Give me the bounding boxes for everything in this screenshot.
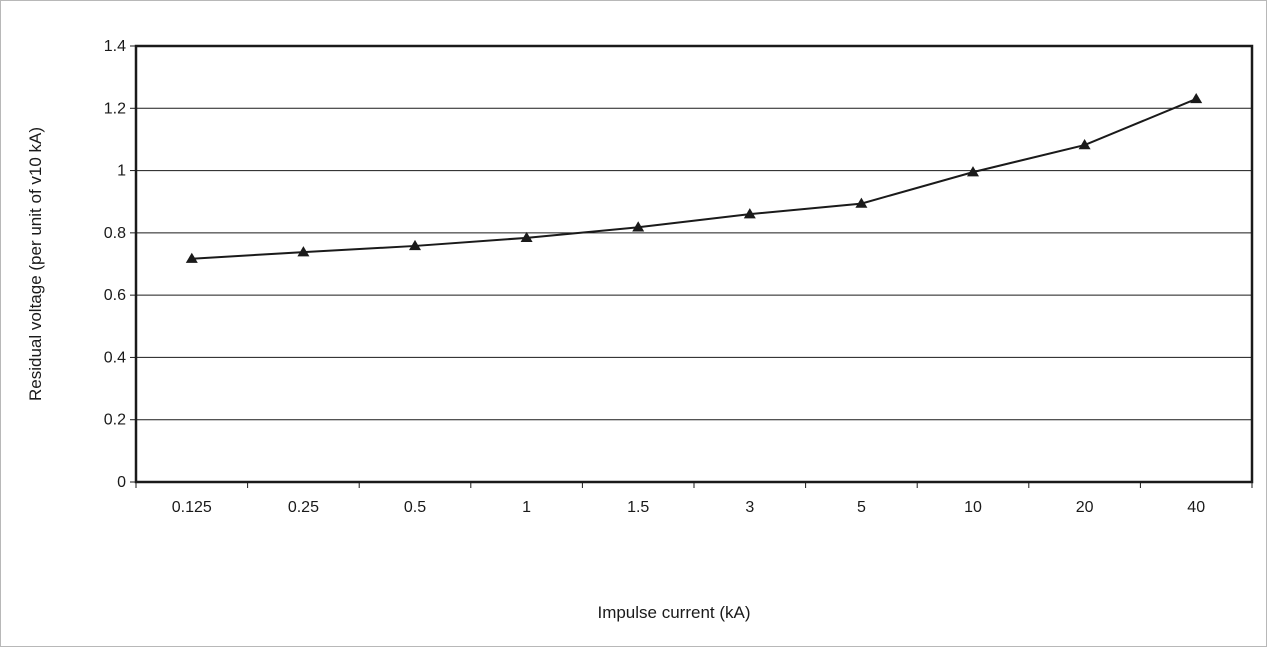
x-tick-label: 3	[745, 499, 754, 516]
y-tick-label: 0.8	[104, 225, 126, 242]
data-point-marker	[855, 197, 868, 208]
y-axis-title: Residual voltage (per unit of v10 kA)	[26, 127, 45, 401]
data-point-marker	[1078, 139, 1091, 150]
plot-area	[134, 44, 1254, 484]
x-tick-label: 0.5	[404, 499, 426, 516]
y-tick-label: 0.6	[104, 287, 126, 304]
y-axis: 0 0.2 0.4 0.6 0.8 1 1.2 1.4	[104, 38, 136, 491]
data-point-marker	[632, 221, 645, 232]
data-point-marker	[409, 239, 421, 251]
x-tick-label: 5	[857, 499, 866, 516]
data-point-marker	[1190, 92, 1203, 104]
data-point-marker	[967, 166, 979, 177]
data-point-marker	[520, 231, 533, 243]
y-tick-label: 1	[117, 163, 126, 180]
data-point-marker	[297, 246, 310, 257]
y-tick-label: 0	[117, 474, 126, 491]
x-tick-label: 40	[1187, 499, 1205, 516]
x-tick-label: 1.5	[627, 499, 649, 516]
x-axis: 0.125 0.25 0.5 1 1.5 3 5 10 20 40	[135, 482, 1253, 516]
y-tick-label: 0.4	[104, 349, 126, 366]
x-axis-title: Impulse current (kA)	[597, 603, 750, 622]
x-tick-label: 0.25	[288, 499, 319, 516]
x-tick-label: 0.125	[172, 499, 212, 516]
y-tick-label: 0.2	[104, 412, 126, 429]
x-tick-label: 1	[522, 499, 531, 516]
data-point-marker	[185, 252, 198, 263]
gridlines	[136, 107, 1252, 421]
x-tick-label: 10	[964, 499, 982, 516]
x-tick-label: 20	[1076, 499, 1094, 516]
y-tick-label: 1.2	[104, 100, 126, 117]
y-tick-label: 1.4	[104, 38, 126, 55]
series	[185, 92, 1203, 263]
data-point-marker	[743, 208, 756, 219]
series-line	[191, 98, 1197, 260]
